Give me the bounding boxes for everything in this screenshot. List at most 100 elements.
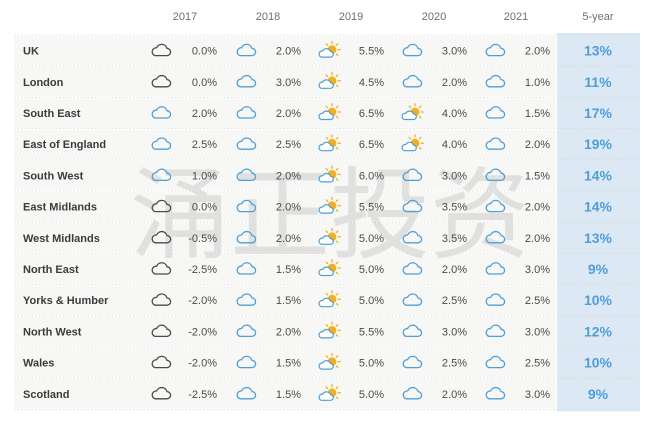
- five-year-total: 13%: [584, 230, 613, 246]
- growth-value: 2.5%: [525, 295, 550, 307]
- growth-value: 5.0%: [359, 233, 384, 245]
- region-label: London: [23, 77, 64, 89]
- growth-value: 2.0%: [442, 264, 467, 276]
- growth-value: 2.0%: [525, 46, 550, 58]
- growth-value: 0.0%: [192, 202, 217, 214]
- table-content: 2017 2018 2019 2020 2021 5-year UK 0.0% 2.0% 5.5%…: [23, 11, 614, 402]
- growth-value: 2.0%: [192, 108, 217, 120]
- growth-value: 1.5%: [276, 358, 301, 370]
- table-row: [14, 67, 556, 97]
- growth-value: 1.5%: [525, 108, 550, 120]
- region-label: Scotland: [23, 389, 69, 401]
- table-row: [14, 36, 556, 66]
- table-row: [14, 192, 556, 222]
- growth-value: 3.0%: [442, 326, 467, 338]
- growth-value: 2.0%: [276, 202, 301, 214]
- growth-value: 2.5%: [442, 358, 467, 370]
- table-row: [14, 160, 556, 190]
- region-label: North West: [23, 326, 82, 338]
- growth-value: 5.0%: [359, 295, 384, 307]
- growth-value: 2.0%: [276, 108, 301, 120]
- growth-value: 1.5%: [276, 264, 301, 276]
- growth-value: 3.5%: [442, 202, 467, 214]
- table-row: [14, 98, 556, 128]
- five-year-total: 12%: [584, 323, 613, 339]
- growth-value: 3.5%: [442, 233, 467, 245]
- growth-value: 5.0%: [359, 264, 384, 276]
- region-label: Wales: [23, 358, 54, 370]
- table-background: [14, 33, 640, 412]
- growth-value: 2.0%: [525, 202, 550, 214]
- table-row: [14, 254, 556, 284]
- growth-value: 0.0%: [192, 77, 217, 89]
- growth-value: 4.0%: [442, 108, 467, 120]
- growth-value: 1.5%: [276, 389, 301, 401]
- growth-value: 6.5%: [359, 139, 384, 151]
- five-year-total: 17%: [584, 105, 613, 121]
- region-label: South West: [23, 170, 84, 182]
- growth-value: 2.5%: [192, 139, 217, 151]
- growth-value: -2.0%: [188, 326, 217, 338]
- growth-value: 2.0%: [525, 233, 550, 245]
- growth-value: 2.0%: [442, 389, 467, 401]
- region-label: Yorks & Humber: [23, 295, 109, 307]
- table-row: [14, 379, 556, 409]
- growth-value: 2.0%: [276, 233, 301, 245]
- table-row: [14, 223, 556, 253]
- region-label: South East: [23, 108, 81, 120]
- five-year-total: 14%: [584, 167, 613, 183]
- growth-value: 4.0%: [442, 139, 467, 151]
- growth-value: 2.5%: [276, 139, 301, 151]
- growth-value: 5.0%: [359, 389, 384, 401]
- five-year-total: 11%: [584, 74, 612, 90]
- growth-value: 2.5%: [525, 358, 550, 370]
- growth-value: 1.0%: [192, 170, 217, 182]
- growth-value: 3.0%: [525, 389, 550, 401]
- growth-value: 3.0%: [525, 326, 550, 338]
- growth-value: 3.0%: [442, 46, 467, 58]
- growth-value: 5.5%: [359, 326, 384, 338]
- table-row: [14, 348, 556, 378]
- growth-value: 3.0%: [525, 264, 550, 276]
- growth-value: 6.5%: [359, 108, 384, 120]
- growth-value: -2.5%: [188, 264, 217, 276]
- column-header: 2017: [173, 11, 197, 23]
- growth-value: 4.5%: [359, 77, 384, 89]
- growth-value: 6.0%: [359, 170, 384, 182]
- five-year-total: 9%: [588, 386, 609, 402]
- growth-value: 2.0%: [276, 326, 301, 338]
- column-header: 2020: [422, 11, 446, 23]
- five-year-total: 19%: [584, 136, 613, 152]
- column-header: 2019: [339, 11, 363, 23]
- growth-value: 2.0%: [525, 139, 550, 151]
- growth-value: 2.5%: [442, 295, 467, 307]
- five-year-total: 10%: [584, 292, 613, 308]
- five-year-total: 13%: [584, 43, 613, 59]
- region-label: North East: [23, 264, 79, 276]
- column-header: 2021: [504, 11, 528, 23]
- growth-value: 2.0%: [276, 170, 301, 182]
- growth-value: 3.0%: [442, 170, 467, 182]
- growth-value: 1.0%: [525, 77, 550, 89]
- growth-value: 1.5%: [525, 170, 550, 182]
- five-year-total: 10%: [584, 355, 613, 371]
- table-row: [14, 285, 556, 315]
- five-year-total: 9%: [588, 261, 609, 277]
- growth-value: -2.0%: [188, 295, 217, 307]
- region-label: UK: [23, 46, 39, 58]
- region-label: West Midlands: [23, 233, 100, 245]
- growth-value: 0.0%: [192, 46, 217, 58]
- table-row: [14, 129, 556, 159]
- growth-value: 2.0%: [442, 77, 467, 89]
- growth-value: 3.0%: [276, 77, 301, 89]
- column-header: 5-year: [582, 11, 614, 23]
- growth-value: 5.0%: [359, 358, 384, 370]
- five-year-total: 14%: [584, 199, 613, 215]
- growth-value: 2.0%: [276, 46, 301, 58]
- column-header: 2018: [256, 11, 280, 23]
- table-row: [14, 316, 556, 346]
- region-label: East Midlands: [23, 202, 97, 214]
- region-label: East of England: [23, 139, 106, 151]
- growth-value: 1.5%: [276, 295, 301, 307]
